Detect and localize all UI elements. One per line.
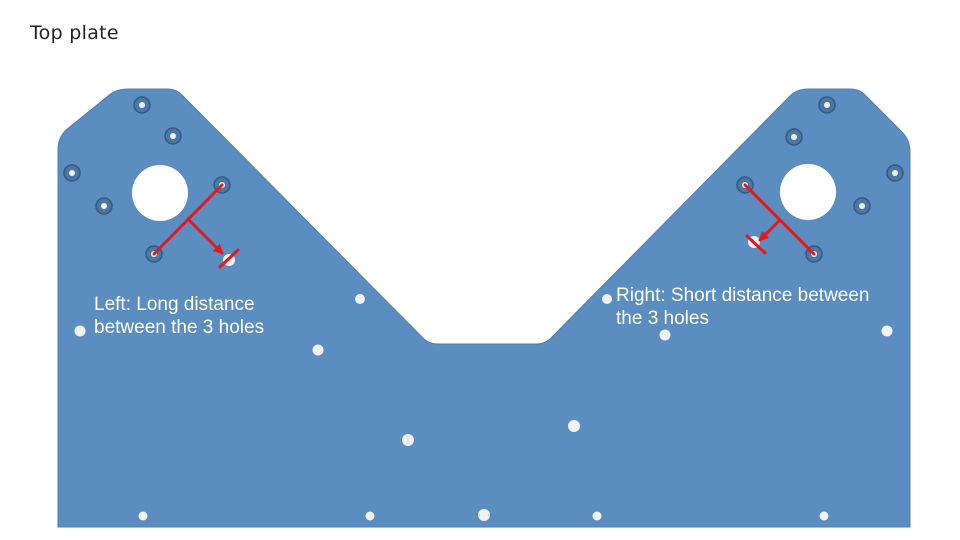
through-hole (74, 325, 86, 337)
motor-hole-left (132, 165, 188, 221)
countersunk-hole (785, 128, 803, 146)
through-hole (592, 511, 602, 521)
annotation-left: Left: Long distance between the 3 holes (94, 294, 265, 338)
through-hole (402, 434, 414, 446)
countersunk-hole (95, 197, 113, 215)
through-hole (478, 509, 490, 521)
motor-hole-right (780, 164, 836, 220)
through-hole (881, 325, 893, 337)
through-hole (659, 329, 671, 341)
through-hole (365, 511, 375, 521)
through-hole (355, 294, 365, 304)
mounting-holes-left (63, 96, 231, 263)
top-plate (57, 88, 911, 528)
through-hole (138, 511, 148, 521)
distance-marker-left (152, 183, 240, 269)
through-hole (602, 294, 612, 304)
through-hole (312, 344, 324, 356)
countersunk-hole (133, 96, 151, 114)
countersunk-hole (63, 164, 81, 182)
through-hole (568, 420, 580, 432)
distance-marker-right (743, 183, 816, 256)
page-title: Top plate (30, 22, 119, 44)
countersunk-hole (853, 197, 871, 215)
countersunk-hole (886, 164, 904, 182)
through-hole (819, 511, 829, 521)
countersunk-hole (818, 96, 836, 114)
annotation-right: Right: Short distance between the 3 hole… (616, 285, 870, 329)
countersunk-hole (164, 127, 182, 145)
